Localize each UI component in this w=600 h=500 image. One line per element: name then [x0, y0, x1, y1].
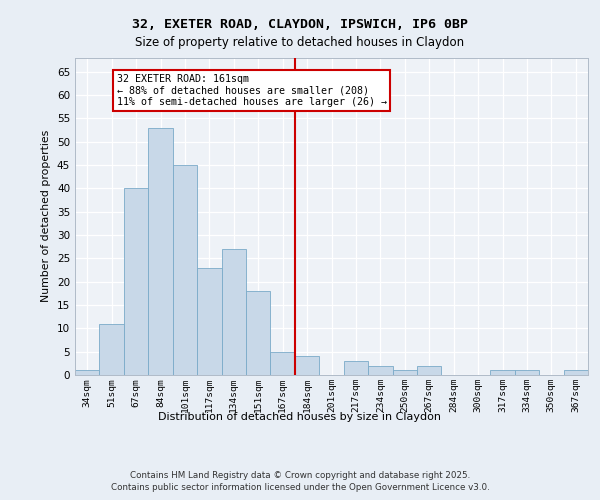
Text: Contains HM Land Registry data © Crown copyright and database right 2025.
Contai: Contains HM Land Registry data © Crown c…	[110, 471, 490, 492]
Bar	[246, 291, 271, 375]
Bar	[75, 370, 100, 375]
Bar	[563, 370, 588, 375]
Bar	[173, 165, 197, 375]
Text: Distribution of detached houses by size in Claydon: Distribution of detached houses by size …	[158, 412, 442, 422]
Text: 32 EXETER ROAD: 161sqm
← 88% of detached houses are smaller (208)
11% of semi-de: 32 EXETER ROAD: 161sqm ← 88% of detached…	[116, 74, 386, 107]
Bar	[515, 370, 539, 375]
Bar	[124, 188, 148, 375]
Bar	[271, 352, 295, 375]
Bar	[344, 361, 368, 375]
Bar	[368, 366, 392, 375]
Bar	[148, 128, 173, 375]
Y-axis label: Number of detached properties: Number of detached properties	[41, 130, 52, 302]
Bar	[100, 324, 124, 375]
Bar	[417, 366, 442, 375]
Bar	[197, 268, 221, 375]
Bar	[490, 370, 515, 375]
Bar	[392, 370, 417, 375]
Bar	[221, 249, 246, 375]
Text: Size of property relative to detached houses in Claydon: Size of property relative to detached ho…	[136, 36, 464, 49]
Bar	[295, 356, 319, 375]
Text: 32, EXETER ROAD, CLAYDON, IPSWICH, IP6 0BP: 32, EXETER ROAD, CLAYDON, IPSWICH, IP6 0…	[132, 18, 468, 30]
